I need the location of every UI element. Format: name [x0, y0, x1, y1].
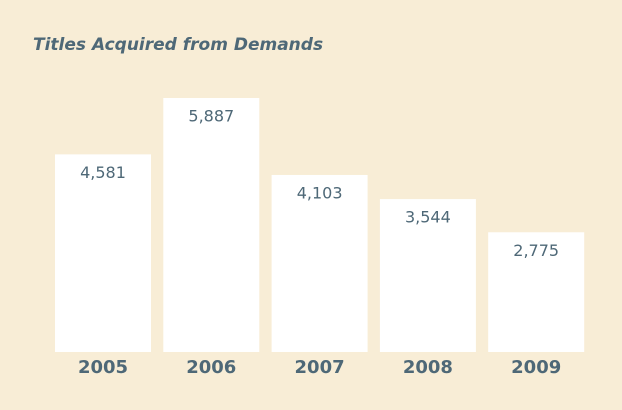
value-label: 4,103: [297, 183, 343, 202]
chart-title: Titles Acquired from Demands: [33, 35, 323, 55]
bar: [55, 154, 151, 352]
value-label: 5,887: [188, 107, 234, 126]
x-tick-label: 2009: [511, 357, 561, 378]
bar: [379, 199, 476, 352]
x-tick-label: 2006: [186, 357, 236, 378]
value-label: 4,581: [80, 163, 126, 182]
x-tick-label: 2005: [78, 357, 128, 378]
x-tick-label: 2008: [403, 357, 453, 378]
x-tick-label: 2007: [295, 357, 345, 378]
bar: [271, 174, 368, 352]
value-label: 3,544: [405, 208, 451, 227]
bar: [163, 98, 260, 352]
value-label: 2,775: [513, 241, 559, 260]
bar: [488, 232, 585, 352]
